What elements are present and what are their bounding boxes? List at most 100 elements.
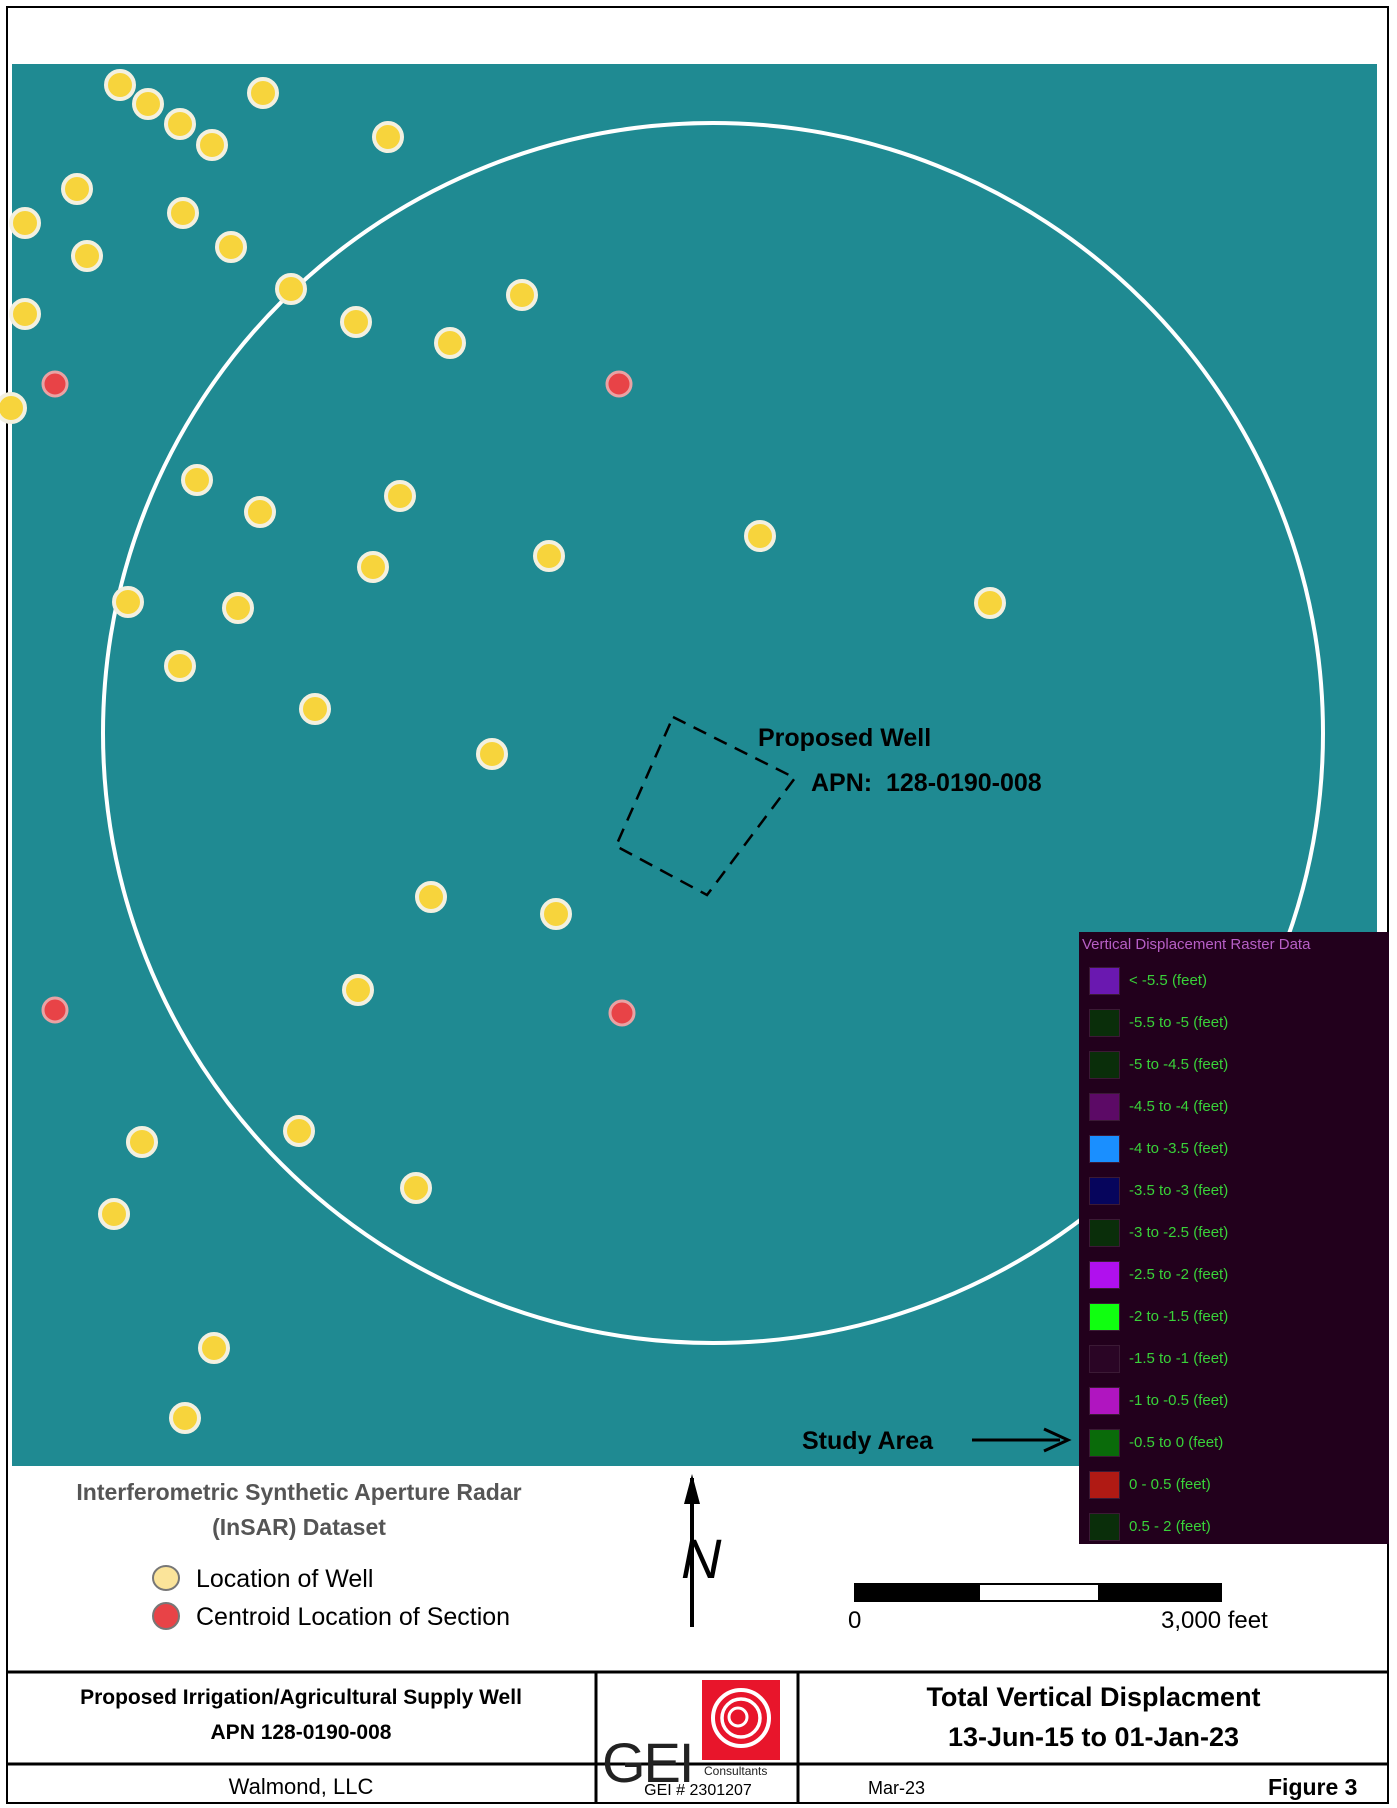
well-marker [9,207,41,239]
raster-legend-swatch [1089,1303,1120,1331]
raster-legend-label: 0.5 - 2 (feet) [1129,1518,1211,1535]
well-marker [372,121,404,153]
parcel-label: Proposed Well [758,724,931,752]
raster-legend-swatch [1089,1177,1120,1205]
raster-legend-label: -4.5 to -4 (feet) [1129,1098,1229,1115]
well-marker [533,540,565,572]
study-area-label: Study Area [802,1427,934,1455]
well-marker [98,1198,130,1230]
well-marker [167,197,199,229]
raster-legend-label: 0 - 0.5 (feet) [1129,1476,1211,1493]
well-legend-icon [152,1565,180,1591]
raster-legend-swatch [1089,1345,1120,1373]
raster-legend-label: -5.5 to -5 (feet) [1129,1014,1229,1031]
centroid-legend-label: Centroid Location of Section [196,1603,510,1631]
figure-title-1: Total Vertical Displacment [926,1682,1261,1712]
gei-logo-text: GEI [602,1731,694,1794]
well-marker [415,881,447,913]
scale-bar-end: 3,000 feet [1161,1607,1268,1634]
gei-logo: GEI Consultants GEI # 2301207 [600,1676,796,1802]
page-frame [6,6,1389,1804]
dataset-legend-title-1: Interferometric Synthetic Aperture Radar [76,1479,521,1505]
raster-legend-swatch [1089,1387,1120,1415]
figure-number: Figure 3 [1268,1774,1358,1800]
well-marker [974,587,1006,619]
raster-legend-label: -0.5 to 0 (feet) [1129,1434,1224,1451]
well-marker [196,129,228,161]
well-marker [744,520,776,552]
raster-legend-label: -2 to -1.5 (feet) [1129,1308,1229,1325]
raster-legend-swatch [1089,1471,1120,1499]
well-marker [275,273,307,305]
centroid-marker [41,996,69,1024]
well-marker [540,898,572,930]
gei-logo-subtext: Consultants [704,1764,768,1778]
centroid-markers [41,370,636,1027]
well-marker [215,231,247,263]
well-marker [132,88,164,120]
raster-legend-panel [1079,932,1389,1544]
centroid-marker [605,370,633,398]
well-marker [0,392,27,424]
raster-legend-swatch [1089,1051,1120,1079]
well-marker [283,1115,315,1147]
well-legend-label: Location of Well [196,1565,373,1593]
figure-date: Mar-23 [868,1778,926,1798]
raster-legend-label: -3.5 to -3 (feet) [1129,1182,1229,1199]
north-arrow-letter: N [681,1527,722,1590]
well-marker [71,240,103,272]
well-marker [222,592,254,624]
raster-legend-swatch [1089,1093,1120,1121]
well-marker [299,693,331,725]
north-arrow-head [684,1474,700,1504]
raster-legend-swatch [1089,1429,1120,1457]
well-marker [164,650,196,682]
well-marker [434,327,466,359]
figure-title-2: 13-Jun-15 to 01-Jan-23 [947,1722,1240,1752]
study-radius-circle [101,121,1325,1345]
centroid-marker [608,999,636,1027]
well-marker [112,586,144,618]
well-marker [169,1402,201,1434]
centroid-marker [41,370,69,398]
raster-legend-label: -1 to -0.5 (feet) [1129,1392,1229,1409]
well-marker [400,1172,432,1204]
parcel-apn-label: APN: 128-0190-008 [811,769,1042,797]
raster-legend-title: Vertical Displacement Raster Data [1082,936,1311,953]
well-marker [61,173,93,205]
well-markers [0,69,1006,1434]
well-marker [384,480,416,512]
scale-bar-seg-1 [854,1583,980,1602]
well-marker [181,464,213,496]
well-marker [340,306,372,338]
raster-legend-label: -3 to -2.5 (feet) [1129,1224,1229,1241]
study-area-arrow-head [1043,1427,1072,1453]
well-marker [244,496,276,528]
project-title-2: APN 128-0190-008 [210,1721,392,1744]
project-title-1: Proposed Irrigation/Agricultural Supply … [80,1686,522,1709]
raster-legend-swatch [1089,1135,1120,1163]
job-number: GEI # 2301207 [644,1782,752,1799]
raster-legend-swatch [1089,967,1120,995]
scale-bar-seg-3 [1098,1583,1222,1602]
well-marker [198,1332,230,1364]
centroid-legend-icon [152,1602,180,1630]
raster-legend-swatch [1089,1219,1120,1247]
well-marker [247,77,279,109]
raster-legend-label: < -5.5 (feet) [1129,972,1207,989]
well-marker [9,298,41,330]
well-marker [126,1126,158,1158]
dataset-legend-title-2: (InSAR) Dataset [212,1514,386,1540]
well-marker [164,108,196,140]
raster-legend-swatch [1089,1009,1120,1037]
raster-legend-label: -5 to -4.5 (feet) [1129,1056,1229,1073]
scale-bar-seg-2 [978,1583,1100,1602]
well-marker [104,69,136,101]
raster-legend-swatch [1089,1513,1120,1541]
well-marker [342,974,374,1006]
client-name: Walmond, LLC [228,1774,374,1799]
scale-bar-start: 0 [848,1607,861,1634]
well-marker [506,279,538,311]
parcel-boundary [614,715,797,897]
well-marker [476,738,508,770]
